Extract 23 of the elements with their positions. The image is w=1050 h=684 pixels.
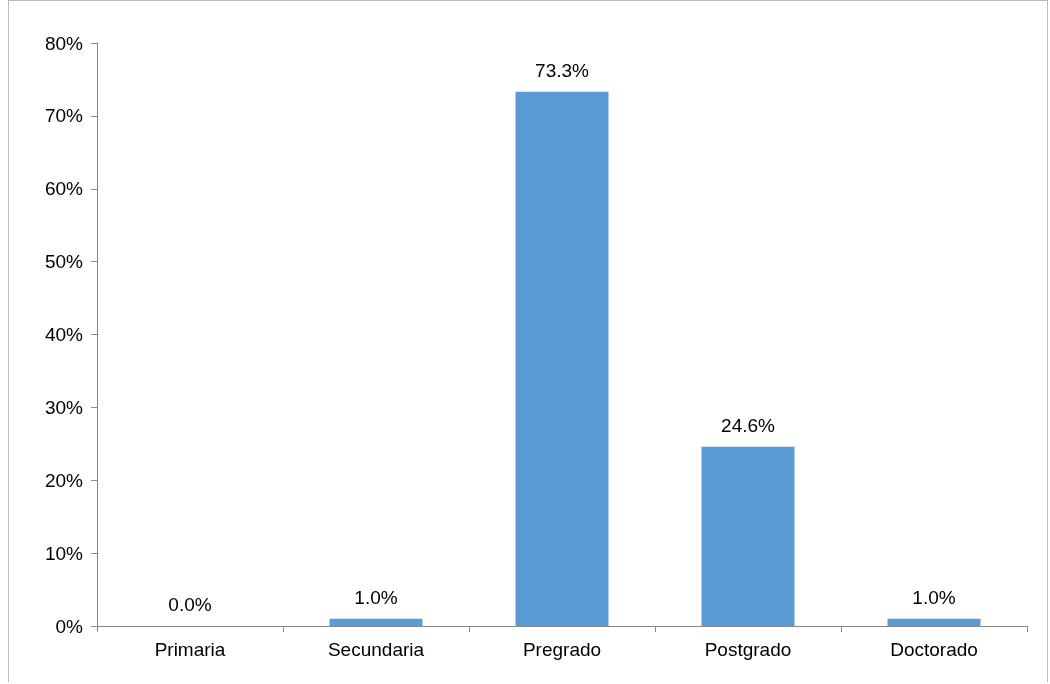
x-tick-label: Secundaria xyxy=(327,639,425,660)
x-tick-label: Pregrado xyxy=(522,639,602,660)
x-tick-label: Postgrado xyxy=(704,639,792,660)
y-tick-label: 60% xyxy=(44,178,84,200)
data-label: 0.0% xyxy=(168,594,212,615)
bar xyxy=(887,618,981,626)
data-label: 1.0% xyxy=(912,586,956,608)
y-tick-label: 70% xyxy=(44,105,84,127)
data-label: 73.3% xyxy=(535,59,590,81)
bar xyxy=(515,91,609,626)
data-label: 1.0% xyxy=(354,586,398,608)
y-tick-label: 80% xyxy=(44,32,84,54)
bar xyxy=(329,618,423,626)
y-tick-label: 50% xyxy=(44,251,84,273)
y-tick-label: 0% xyxy=(55,615,84,637)
y-tick-label: 20% xyxy=(44,469,84,491)
y-tick-label: 10% xyxy=(44,542,84,564)
y-tick-label: 40% xyxy=(44,324,84,345)
y-tick-label: 30% xyxy=(44,396,84,418)
x-tick-label: Primaria xyxy=(154,639,226,660)
bar xyxy=(701,446,795,626)
x-tick-label: Doctorado xyxy=(890,639,978,660)
data-label: 24.6% xyxy=(721,414,776,436)
